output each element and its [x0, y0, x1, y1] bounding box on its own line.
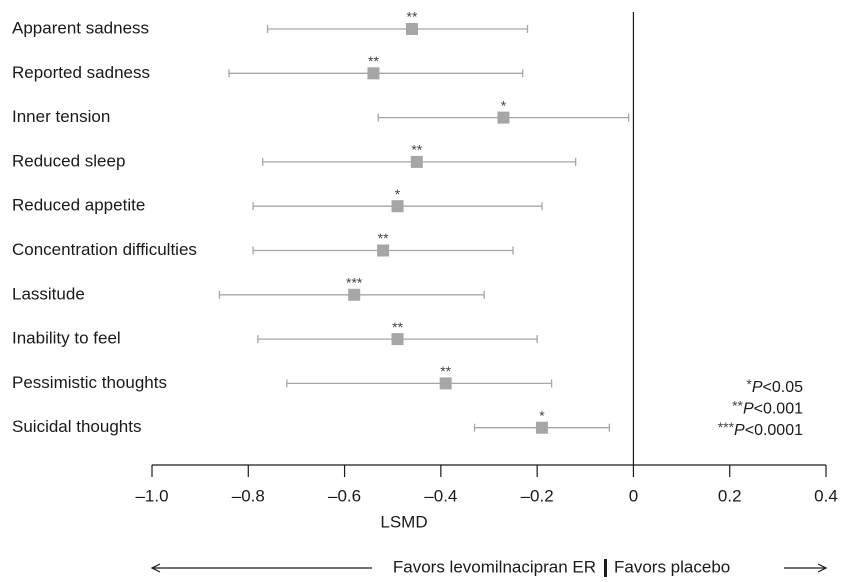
- significance: *: [395, 186, 401, 202]
- separator: [604, 559, 607, 577]
- point-estimate: [497, 111, 510, 124]
- favors-right: Favors placebo: [614, 557, 730, 576]
- point-estimate: [391, 200, 404, 213]
- x-tick-label: –0.6: [328, 486, 361, 505]
- row-label: Concentration difficulties: [12, 240, 197, 259]
- footnote: ***P<0.0001: [718, 419, 803, 440]
- footnote-stars: ***: [718, 419, 735, 435]
- point-estimate: [439, 377, 452, 390]
- footnote-p: P: [743, 401, 754, 418]
- footnote-threshold: <0.001: [754, 401, 803, 418]
- arrow-left-head: [150, 563, 161, 573]
- point-estimate: [367, 67, 380, 80]
- x-tick-label: 0.4: [814, 486, 838, 505]
- footnote: **P<0.001: [732, 397, 803, 418]
- row-label: Suicidal thoughts: [12, 417, 141, 436]
- significance: **: [440, 363, 451, 379]
- point-estimate: [410, 155, 423, 168]
- favors-left: Favors levomilnacipran ER: [393, 557, 596, 576]
- x-tick-label: 0.2: [718, 486, 742, 505]
- significance: **: [411, 142, 422, 158]
- x-tick-label: –0.2: [521, 486, 554, 505]
- significance: **: [378, 230, 389, 246]
- footnote-p: P: [752, 379, 763, 396]
- significance: **: [392, 319, 403, 335]
- row-label: Reported sadness: [12, 63, 150, 82]
- x-tick-label: –0.8: [232, 486, 265, 505]
- row-label: Inner tension: [12, 107, 110, 126]
- footnote-p: P: [734, 422, 745, 439]
- point-estimate: [405, 23, 418, 35]
- footnote: *P<0.05: [746, 376, 803, 397]
- row-label: Pessimistic thoughts: [12, 373, 167, 392]
- significance: *: [501, 97, 507, 113]
- row-label: Inability to feel: [12, 329, 121, 348]
- footnote-threshold: <0.05: [763, 379, 804, 396]
- x-tick-label: 0: [629, 486, 638, 505]
- footnote-stars: *: [746, 376, 752, 392]
- significance: ***: [346, 275, 363, 291]
- significance: *: [539, 407, 545, 423]
- x-axis-label: LSMD: [380, 512, 427, 531]
- significance: **: [368, 53, 379, 69]
- row-label: Lassitude: [12, 284, 85, 303]
- x-tick-label: –1.0: [135, 486, 168, 505]
- x-tick-label: –0.4: [424, 486, 457, 505]
- row-label: Apparent sadness: [12, 18, 149, 37]
- row-label: Reduced sleep: [12, 151, 125, 170]
- point-estimate: [348, 288, 361, 301]
- row-label: Reduced appetite: [12, 196, 145, 215]
- point-estimate: [391, 333, 404, 346]
- point-estimate: [377, 244, 390, 257]
- footnote-threshold: <0.0001: [745, 422, 803, 439]
- point-estimate: [535, 421, 548, 434]
- footnote-stars: **: [732, 397, 743, 413]
- arrow-right-head: [817, 563, 828, 573]
- significance: **: [407, 9, 418, 25]
